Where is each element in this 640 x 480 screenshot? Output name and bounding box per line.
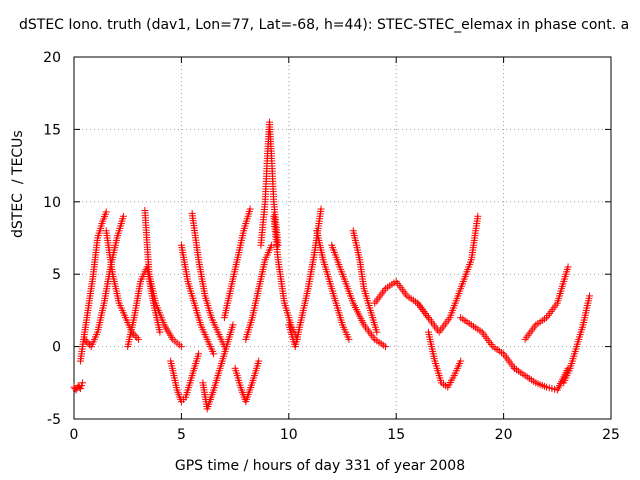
y-tick-label: 15 xyxy=(43,122,61,138)
data-point xyxy=(373,328,381,336)
data-point xyxy=(457,357,465,365)
data-point xyxy=(81,335,89,343)
data-point xyxy=(177,343,185,351)
data-point xyxy=(133,334,141,342)
x-tick-label: 15 xyxy=(387,427,405,443)
data-point xyxy=(268,241,276,249)
data-point xyxy=(381,343,389,351)
data-point xyxy=(195,350,203,358)
data-point xyxy=(76,385,84,393)
data-point xyxy=(246,205,254,213)
x-tick-label: 20 xyxy=(495,427,513,443)
data-point xyxy=(564,263,572,271)
data-marks xyxy=(70,118,594,413)
y-tick-label: 20 xyxy=(43,50,61,66)
data-point xyxy=(156,328,164,336)
data-point xyxy=(79,379,87,387)
data-point xyxy=(78,382,86,390)
y-tick-label: 5 xyxy=(52,267,61,283)
data-point xyxy=(102,208,110,216)
axis-ticks: 0 5 10 15 20 25 -5 0 5 10 15 20 xyxy=(43,50,620,443)
data-point xyxy=(210,350,218,358)
data-point xyxy=(229,321,237,329)
data-point xyxy=(317,205,325,213)
chart-title: dSTEC Iono. truth (dav1, Lon=77, Lat=-68… xyxy=(19,17,630,33)
data-point xyxy=(345,335,353,343)
y-tick-label: 0 xyxy=(52,340,61,356)
x-tick-label: 5 xyxy=(177,427,186,443)
y-axis-label: dSTEC / TECUs xyxy=(10,130,26,238)
data-point xyxy=(82,337,90,345)
data-point xyxy=(274,241,282,249)
y-tick-label: -5 xyxy=(47,412,61,428)
x-axis-label: GPS time / hours of day 331 of year 2008 xyxy=(174,458,466,474)
plot-frame xyxy=(73,56,612,420)
data-point xyxy=(84,339,92,347)
data-point xyxy=(586,292,594,300)
x-tick-label: 0 xyxy=(70,427,79,443)
x-tick-label: 25 xyxy=(602,427,620,443)
y-tick-label: 10 xyxy=(43,195,61,211)
data-point xyxy=(255,357,263,365)
data-point xyxy=(474,212,482,220)
data-point xyxy=(134,335,142,343)
data-point xyxy=(131,332,139,340)
data-point xyxy=(119,212,127,220)
grid-lines xyxy=(74,57,611,419)
x-tick-label: 10 xyxy=(280,427,298,443)
